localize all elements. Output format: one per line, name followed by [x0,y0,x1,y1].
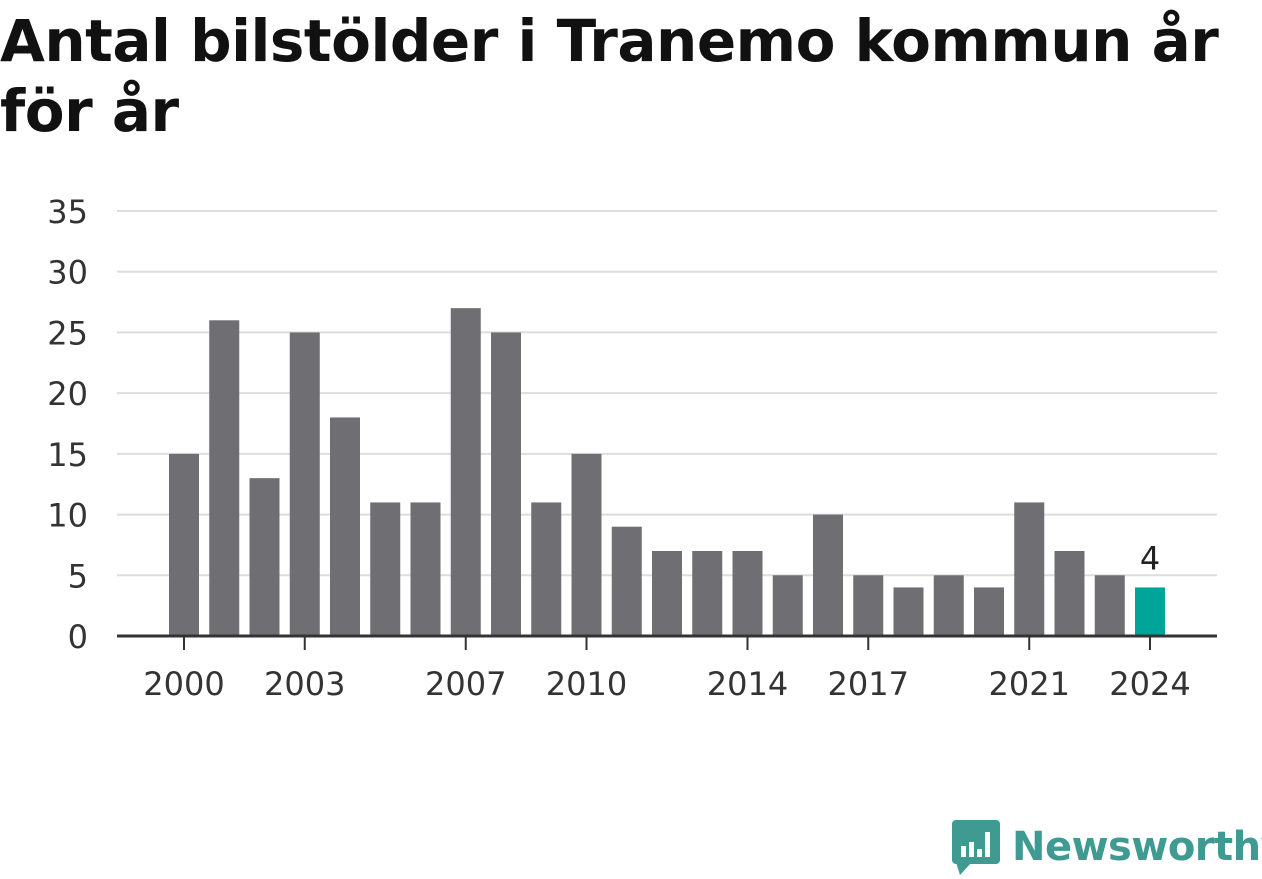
bar [1014,502,1045,636]
bars [169,308,1165,636]
newsworthy-logo-icon [952,820,1000,875]
bar [209,320,240,636]
bar [571,453,602,636]
brand-name: Newsworthy [1012,824,1262,870]
bar [370,502,401,636]
x-tick-label: 2007 [425,665,506,703]
y-tick-label: 5 [68,557,88,595]
bar [652,551,682,636]
x-tick-label: 2017 [828,665,909,703]
bar [1135,587,1165,636]
y-tick-label: 0 [68,618,88,656]
y-tick-label: 20 [47,375,88,413]
bar [1094,575,1125,636]
y-tick-label: 25 [47,314,88,352]
grid-lines [117,210,1217,577]
y-tick-label: 15 [47,436,88,474]
bar [813,514,843,636]
x-tick-label: 2024 [1109,665,1190,703]
x-tick-label: 2021 [989,665,1070,703]
annotations: 4 [1140,539,1160,577]
y-tick-label: 10 [47,497,88,535]
x-tick-label: 2000 [143,665,224,703]
bar [410,502,441,636]
bar [893,587,924,636]
bar [1054,551,1085,636]
y-tick-label: 30 [47,254,88,292]
y-axis-labels: 0 5 10 15 20 25 30 35 [47,193,88,656]
bar [692,551,723,636]
bar [169,453,199,636]
brand-logo: Newsworthy [950,818,1262,876]
bar [450,308,481,636]
bar [853,575,884,636]
bar [611,526,642,636]
bar [933,575,964,636]
x-axis-labels: 2000 2003 2007 2010 2014 2017 2021 2024 [143,636,1191,703]
x-tick-label: 2010 [546,665,627,703]
y-tick-label: 35 [47,193,88,231]
bar [732,551,763,636]
bar [330,417,360,636]
bar [289,332,320,636]
bar [491,332,521,636]
bar [772,575,803,636]
bar [531,502,562,636]
x-tick-label: 2014 [707,665,788,703]
bar [974,587,1004,636]
bar [249,478,280,636]
x-tick-label: 2003 [264,665,345,703]
chart-title: Antal bilstölder i Tranemo kommun år för… [0,7,1219,145]
highlight-value-label: 4 [1140,539,1160,577]
